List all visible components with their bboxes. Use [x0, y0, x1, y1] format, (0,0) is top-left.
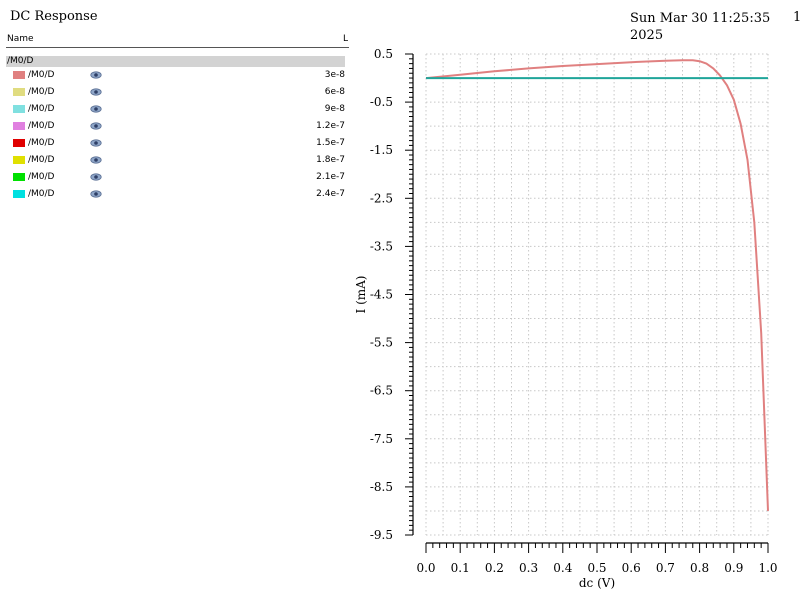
y-tick-label: -3.5	[370, 239, 393, 253]
series-line	[425, 59, 769, 511]
eye-icon[interactable]	[90, 87, 102, 97]
y-axis-label: I (mA)	[354, 276, 368, 314]
legend-header: Name L	[6, 33, 349, 48]
name-column-header[interactable]: Name	[7, 34, 34, 44]
x-tick-label: 0.5	[587, 561, 606, 575]
value-column-header[interactable]: L	[342, 34, 348, 44]
y-tick-label: -9.5	[370, 528, 393, 542]
y-tick-label: -6.5	[370, 384, 393, 398]
signal-group[interactable]: /M0/D	[6, 56, 345, 67]
signal-value: 1.5e-7	[316, 138, 345, 148]
page-number: 1	[793, 10, 800, 25]
x-tick-label: 0.6	[622, 561, 641, 575]
x-tick-label: 0.0	[416, 561, 435, 575]
signal-color-swatch[interactable]	[13, 88, 25, 96]
eye-icon[interactable]	[90, 189, 102, 199]
signal-color-swatch[interactable]	[13, 173, 25, 181]
signal-row[interactable]: /M0/D 1.8e-7	[12, 154, 347, 166]
signal-row[interactable]: /M0/D 2.4e-7	[12, 188, 347, 200]
x-tick-label: 1.0	[758, 561, 777, 575]
signal-name: /M0/D	[28, 172, 55, 182]
y-tick-label: -5.5	[370, 336, 393, 350]
y-tick-label: -4.5	[370, 288, 393, 302]
signal-row[interactable]: /M0/D 6e-8	[12, 86, 347, 98]
signal-value: 1.8e-7	[316, 155, 345, 165]
y-tick-label: -8.5	[370, 480, 393, 494]
x-tick-label: 0.7	[656, 561, 675, 575]
signal-value: 6e-8	[324, 87, 345, 97]
signal-name: /M0/D	[28, 189, 55, 199]
y-tick-label: 0.5	[374, 47, 393, 61]
eye-icon[interactable]	[90, 172, 102, 182]
signal-value: 2.1e-7	[316, 172, 345, 182]
y-tick-label: -2.5	[370, 191, 393, 205]
signal-name: /M0/D	[28, 138, 55, 148]
eye-icon[interactable]	[90, 70, 102, 80]
x-tick-label: 0.2	[485, 561, 504, 575]
signal-row[interactable]: /M0/D 1.5e-7	[12, 137, 347, 149]
timestamp: Sun Mar 30 11:25:35 2025	[630, 11, 771, 43]
signal-color-swatch[interactable]	[13, 156, 25, 164]
eye-icon[interactable]	[90, 104, 102, 114]
eye-icon[interactable]	[90, 138, 102, 148]
y-tick-label: -7.5	[370, 432, 393, 446]
x-tick-label: 0.1	[451, 561, 470, 575]
signal-name: /M0/D	[28, 121, 55, 131]
x-tick-label: 0.9	[724, 561, 743, 575]
signal-value: 3e-8	[324, 70, 345, 80]
eye-icon[interactable]	[90, 155, 102, 165]
x-tick-label: 0.3	[519, 561, 538, 575]
signal-color-swatch[interactable]	[13, 139, 25, 147]
signal-name: /M0/D	[28, 155, 55, 165]
x-axis-label: dc (V)	[579, 576, 615, 590]
signal-color-swatch[interactable]	[13, 71, 25, 79]
signal-name: /M0/D	[28, 70, 55, 80]
signal-row[interactable]: /M0/D 9e-8	[12, 103, 347, 115]
signal-value: 2.4e-7	[316, 189, 345, 199]
signal-color-swatch[interactable]	[13, 190, 25, 198]
page-title: DC Response	[10, 9, 98, 24]
x-tick-label: 0.8	[690, 561, 709, 575]
signal-value: 1.2e-7	[316, 121, 345, 131]
signal-row[interactable]: /M0/D 3e-8	[12, 69, 347, 81]
signal-color-swatch[interactable]	[13, 122, 25, 130]
y-tick-label: -0.5	[370, 95, 393, 109]
y-tick-label: -1.5	[370, 143, 393, 157]
signal-group-label: /M0/D	[7, 56, 34, 66]
eye-icon[interactable]	[90, 121, 102, 131]
signal-row[interactable]: /M0/D 1.2e-7	[12, 120, 347, 132]
x-tick-label: 0.4	[553, 561, 572, 575]
signal-value: 9e-8	[324, 104, 345, 114]
signal-row[interactable]: /M0/D 2.1e-7	[12, 171, 347, 183]
signal-name: /M0/D	[28, 104, 55, 114]
signal-color-swatch[interactable]	[13, 105, 25, 113]
signal-name: /M0/D	[28, 87, 55, 97]
